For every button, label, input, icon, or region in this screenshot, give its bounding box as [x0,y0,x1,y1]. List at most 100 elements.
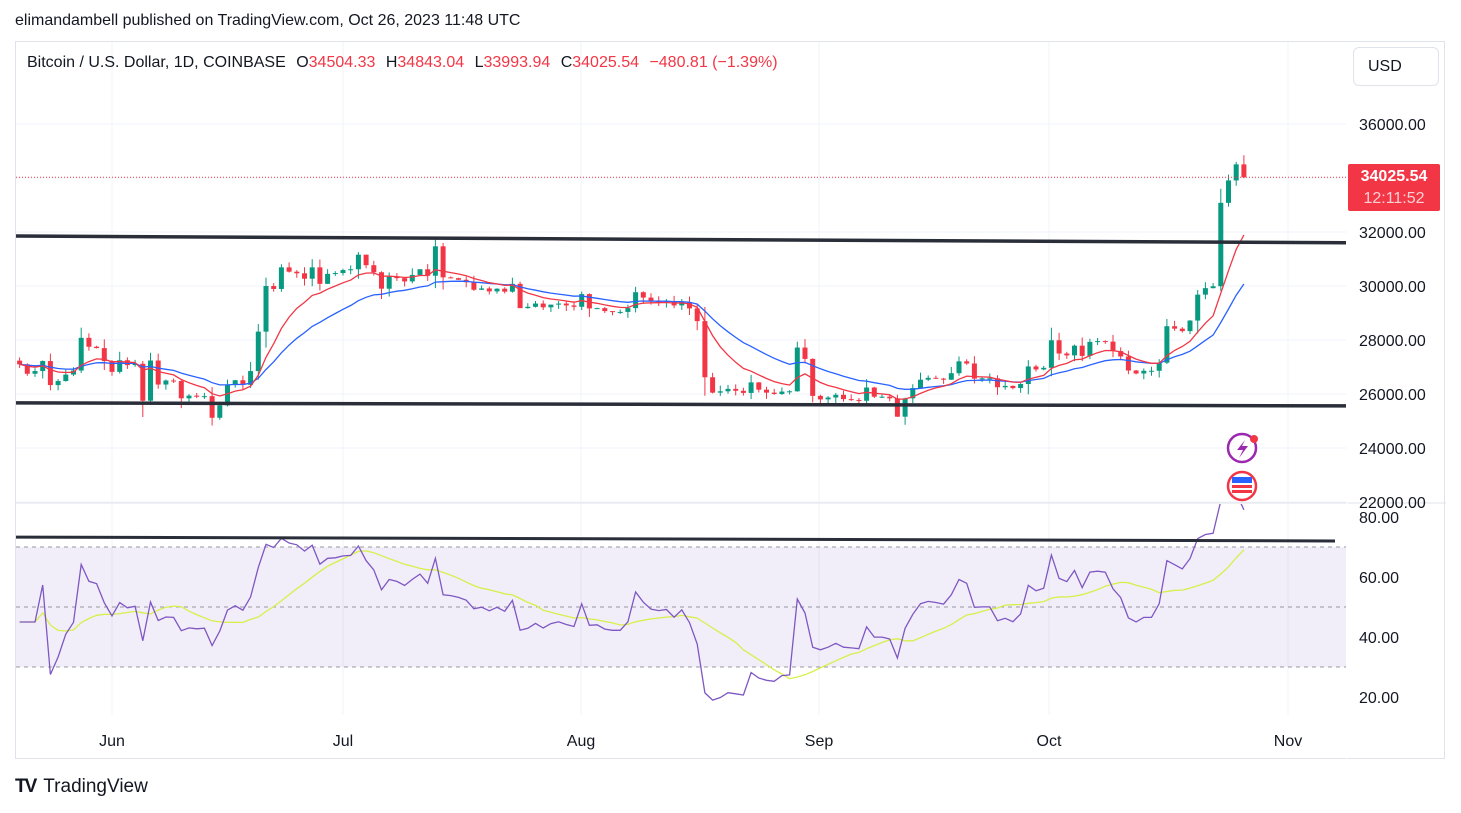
candle-up [386,276,392,289]
open-value: 34504.33 [308,54,376,71]
candle-up [779,391,785,394]
chart-frame [15,41,1445,759]
candle-down [694,308,700,322]
candle-up [201,396,207,398]
candle-up [132,363,138,366]
candle-up [1072,345,1077,356]
price-axis-label: 26000.00 [1359,387,1426,404]
open-label: O [296,54,309,71]
rsi-axis-label: 80.00 [1359,510,1399,527]
candle-up [1156,362,1162,371]
lightning-glyph [1237,440,1248,458]
candle-up [748,382,754,393]
candle-down [1010,385,1016,389]
candle-down [1064,353,1070,356]
candle-down [271,286,277,289]
footer-brand: TradingView [43,776,148,797]
candle-up [232,380,238,385]
candle-down [517,283,523,309]
candle-down [887,396,893,399]
candle-up [633,292,639,309]
candle-down [394,276,400,279]
price-axis-label: 28000.00 [1359,333,1426,350]
candle-up [1018,384,1024,389]
high-label: H [385,54,398,71]
candle-down [171,380,177,382]
candle-down [194,395,200,397]
candle-up [910,388,916,399]
candle-down [648,297,654,302]
rsi-trendline [15,535,1336,543]
candle-up [787,391,793,393]
candle-down [286,267,292,272]
candle-up [248,371,254,385]
candle-down [964,361,970,364]
candle-up [1149,370,1154,372]
support-resistance-line [15,401,1347,408]
candle-up [417,269,423,275]
candle-down [440,246,446,278]
candle-up [255,331,261,372]
candle-down [178,381,184,399]
candle-up [925,377,931,380]
symbol-legend: Bitcoin / U.S. Dollar, 1D, COINBASE O345… [27,54,784,72]
candle-up [918,379,923,389]
candle-down [486,288,492,292]
currency-button[interactable]: USD [1353,47,1439,86]
candle-up [902,398,908,417]
candle-up [409,274,415,282]
candle-up [1218,202,1224,287]
candle-down [540,303,546,308]
candle-down [363,254,369,266]
candle-up [55,381,61,386]
candle-up [1025,366,1031,385]
candle-down [47,361,53,386]
candle-down [101,348,107,362]
candle-down [894,398,900,417]
candle-up [556,303,562,305]
candle-up [525,306,531,309]
candle-up [163,380,169,385]
candle-down [733,388,739,391]
close-label: C [560,54,573,71]
time-axis-label: Sep [805,733,834,750]
low-value: 33993.94 [483,54,551,71]
candle-down [640,292,646,298]
candle-up [825,397,831,400]
candle-down [687,302,692,309]
price-axis-label: 32000.00 [1359,225,1426,242]
close-value: 34025.54 [572,54,639,71]
bar-countdown: 12:11:52 [1363,190,1425,207]
candle-down [448,277,454,279]
candle-down [302,273,307,279]
candle-up [1226,180,1231,203]
candle-up [1195,294,1201,321]
ema-fast-line [19,234,1245,400]
candle-up [494,288,500,292]
candle-down [810,358,816,396]
candle-down [971,363,977,379]
candle-up [617,311,623,313]
candle-down [602,308,608,312]
candle-down [1172,326,1178,329]
candle-down [586,294,592,309]
tradingview-logo-icon: TV [15,776,37,797]
candle-up [309,267,315,279]
candle-down [710,377,716,393]
candle-up [225,384,230,406]
high-value: 34843.04 [397,54,465,71]
support-resistance-line [15,234,1347,245]
price-axis-label: 36000.00 [1359,117,1426,134]
candle-up [717,391,723,393]
flag-stripe [1232,485,1252,488]
candle-down [563,303,569,306]
flag-canton [1232,477,1252,483]
time-axis-label: Jun [99,733,125,750]
candle-up [725,388,731,392]
candle-up [979,378,985,380]
candle-up [32,371,38,374]
candle-up [479,288,485,290]
candle-down [402,278,408,282]
event-dot [1250,435,1258,443]
